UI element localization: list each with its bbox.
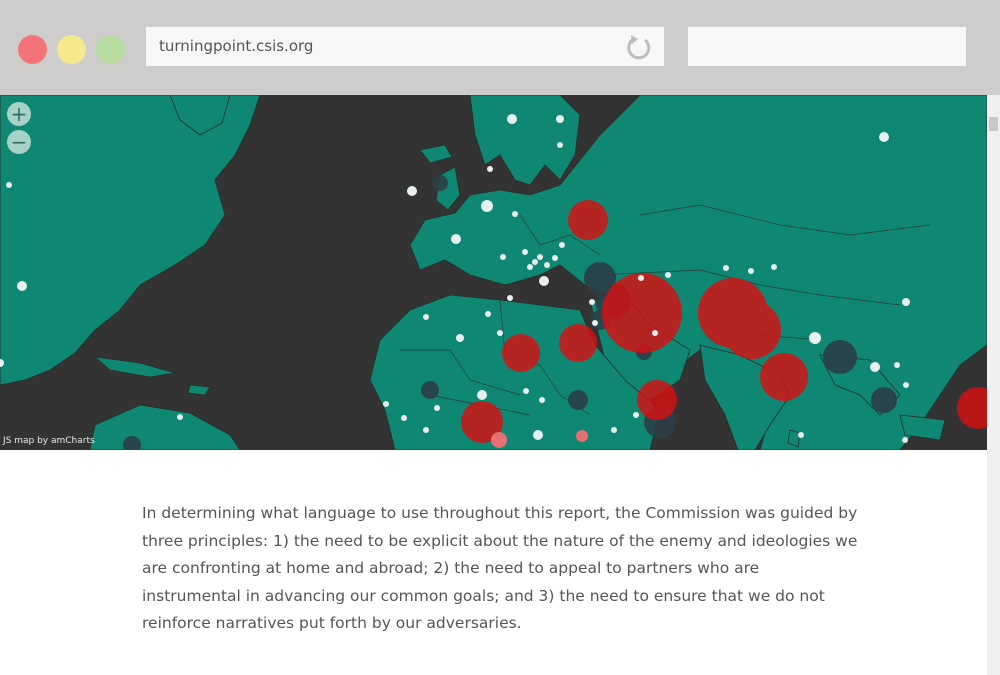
browser-chrome: turningpoint.csis.org xyxy=(0,0,1000,95)
reload-icon[interactable] xyxy=(624,32,654,62)
address-text: turningpoint.csis.org xyxy=(159,37,314,55)
body-paragraph: In determining what language to use thro… xyxy=(142,504,858,632)
world-map[interactable] xyxy=(0,95,987,450)
zoom-out-button[interactable]: − xyxy=(7,130,31,154)
low-markers xyxy=(0,114,910,443)
zoom-in-button[interactable]: + xyxy=(7,102,31,126)
land-areas xyxy=(0,95,987,450)
map-credit[interactable]: JS map by amCharts xyxy=(3,436,95,446)
address-bar[interactable]: turningpoint.csis.org xyxy=(146,27,664,66)
scrollbar-thumb[interactable] xyxy=(989,117,998,131)
close-window-button[interactable] xyxy=(18,35,47,64)
scrollbar[interactable] xyxy=(987,95,1000,675)
minimize-window-button[interactable] xyxy=(57,35,86,64)
light-red-markers xyxy=(491,430,588,448)
maximize-window-button[interactable] xyxy=(96,35,125,64)
search-bar[interactable] xyxy=(688,27,966,66)
high-markers xyxy=(461,200,987,443)
map-canvas xyxy=(0,95,987,450)
